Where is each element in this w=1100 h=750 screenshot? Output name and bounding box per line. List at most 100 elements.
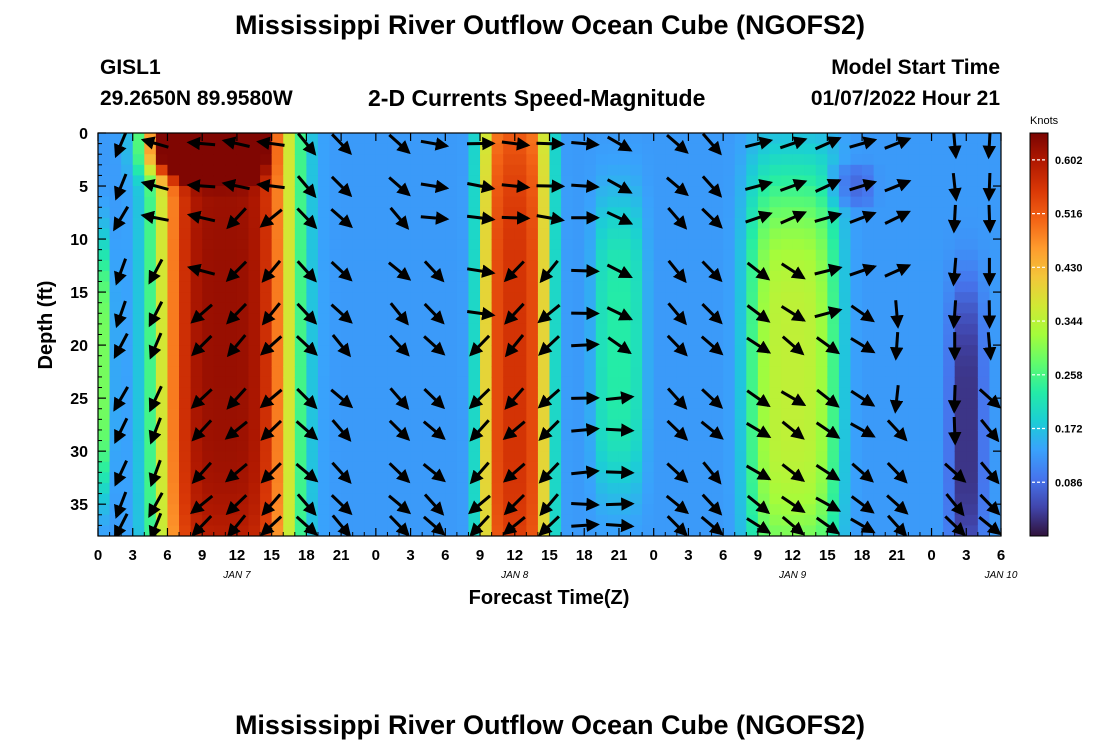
heatmap-cell — [260, 440, 273, 452]
heatmap-cell — [179, 207, 192, 219]
heatmap-cell — [630, 514, 643, 526]
current-arrow — [190, 303, 213, 324]
heatmap-cell — [213, 461, 226, 473]
heatmap-cell — [746, 143, 759, 155]
heatmap-cell — [804, 323, 817, 336]
heatmap-cell — [144, 260, 157, 272]
heatmap-cell — [410, 239, 423, 251]
heatmap-cell — [815, 323, 828, 336]
current-arrow — [606, 135, 633, 152]
heatmap-cell — [167, 482, 180, 495]
heatmap-cell — [781, 154, 794, 166]
heatmap-cell — [167, 525, 180, 536]
heatmap-cell — [317, 345, 331, 357]
heatmap-cell — [989, 154, 1001, 166]
heatmap-cell — [121, 323, 134, 336]
heatmap-cell — [595, 504, 608, 516]
heatmap-cell — [271, 472, 284, 484]
heatmap-cell — [526, 451, 539, 463]
heatmap-cell — [468, 451, 481, 463]
heatmap-cell — [781, 345, 794, 357]
heatmap-cell — [665, 239, 678, 251]
heatmap-cell — [885, 334, 898, 346]
heatmap-cell — [121, 164, 134, 177]
heatmap-cell — [445, 249, 458, 261]
heatmap-cell — [850, 292, 863, 304]
heatmap-cell — [746, 440, 759, 452]
heatmap-cell — [584, 313, 597, 325]
heatmap-cell — [607, 461, 620, 473]
heatmap-cell — [375, 419, 389, 431]
current-arrow — [423, 388, 446, 410]
heatmap-cell — [190, 482, 203, 495]
heatmap-cell — [584, 345, 597, 357]
current-arrow — [501, 137, 531, 151]
current-arrow — [815, 421, 841, 439]
heatmap-cell — [908, 451, 921, 463]
heatmap-cell — [352, 260, 365, 272]
heatmap-cell — [248, 525, 261, 536]
heatmap-cell — [202, 249, 215, 261]
heatmap-cell — [630, 387, 643, 399]
heatmap-cell — [977, 292, 991, 304]
heatmap-cell — [769, 249, 782, 261]
heatmap-cell — [630, 398, 643, 410]
heatmap-cell — [167, 419, 180, 431]
heatmap-cell — [341, 334, 354, 346]
heatmap-cell — [850, 504, 863, 516]
heatmap-cell — [341, 196, 354, 208]
heatmap-cell — [364, 323, 377, 336]
heatmap-cell — [595, 387, 608, 399]
heatmap-cell — [144, 217, 157, 230]
heatmap-cell — [537, 207, 551, 219]
heatmap-cell — [468, 387, 481, 399]
heatmap-cell — [260, 366, 273, 378]
heatmap-cell — [480, 292, 493, 304]
heatmap-cell — [375, 228, 389, 240]
heatmap-cell — [167, 249, 180, 261]
heatmap-cell — [155, 451, 169, 463]
heatmap-cell — [827, 249, 840, 261]
heatmap-cell — [445, 302, 458, 314]
current-arrow — [780, 390, 807, 406]
heatmap-cell — [804, 249, 817, 261]
heatmap-cell — [676, 376, 690, 389]
heatmap-cell — [607, 292, 620, 304]
heatmap-cell — [317, 154, 331, 166]
heatmap-cell — [526, 313, 539, 325]
heatmap-cell — [595, 451, 608, 463]
heatmap-cell — [491, 408, 504, 420]
heatmap-cell — [352, 376, 365, 389]
heatmap-cell — [98, 133, 111, 145]
heatmap-cell — [919, 429, 933, 442]
heatmap-cell — [132, 472, 145, 484]
heatmap-cell — [873, 292, 886, 304]
heatmap-cell — [445, 228, 458, 240]
heatmap-cell — [862, 451, 875, 463]
heatmap-cell — [375, 387, 389, 399]
heatmap-cell — [329, 366, 342, 378]
heatmap-cell — [375, 345, 389, 357]
heatmap-cell — [179, 281, 192, 293]
heatmap-cell — [781, 440, 794, 452]
heatmap-cell — [561, 154, 574, 166]
heatmap-cell — [850, 217, 863, 230]
current-arrow — [422, 420, 446, 441]
heatmap-cell — [676, 451, 690, 463]
heatmap-cell — [468, 292, 481, 304]
heatmap-cell — [387, 472, 400, 484]
current-arrow — [226, 207, 247, 230]
heatmap-cell — [630, 164, 643, 177]
heatmap-cell — [746, 133, 759, 145]
heatmap-cell — [850, 376, 863, 389]
heatmap-cell — [630, 493, 643, 505]
heatmap-cell — [364, 196, 377, 208]
heatmap-cell — [341, 366, 354, 378]
heatmap-cell — [283, 334, 296, 346]
heatmap-cell — [966, 429, 979, 442]
heatmap-cell — [491, 217, 504, 230]
heatmap-cell — [607, 217, 620, 230]
heatmap-cell — [375, 270, 389, 283]
current-arrow — [331, 334, 352, 358]
current-arrow — [850, 517, 876, 534]
